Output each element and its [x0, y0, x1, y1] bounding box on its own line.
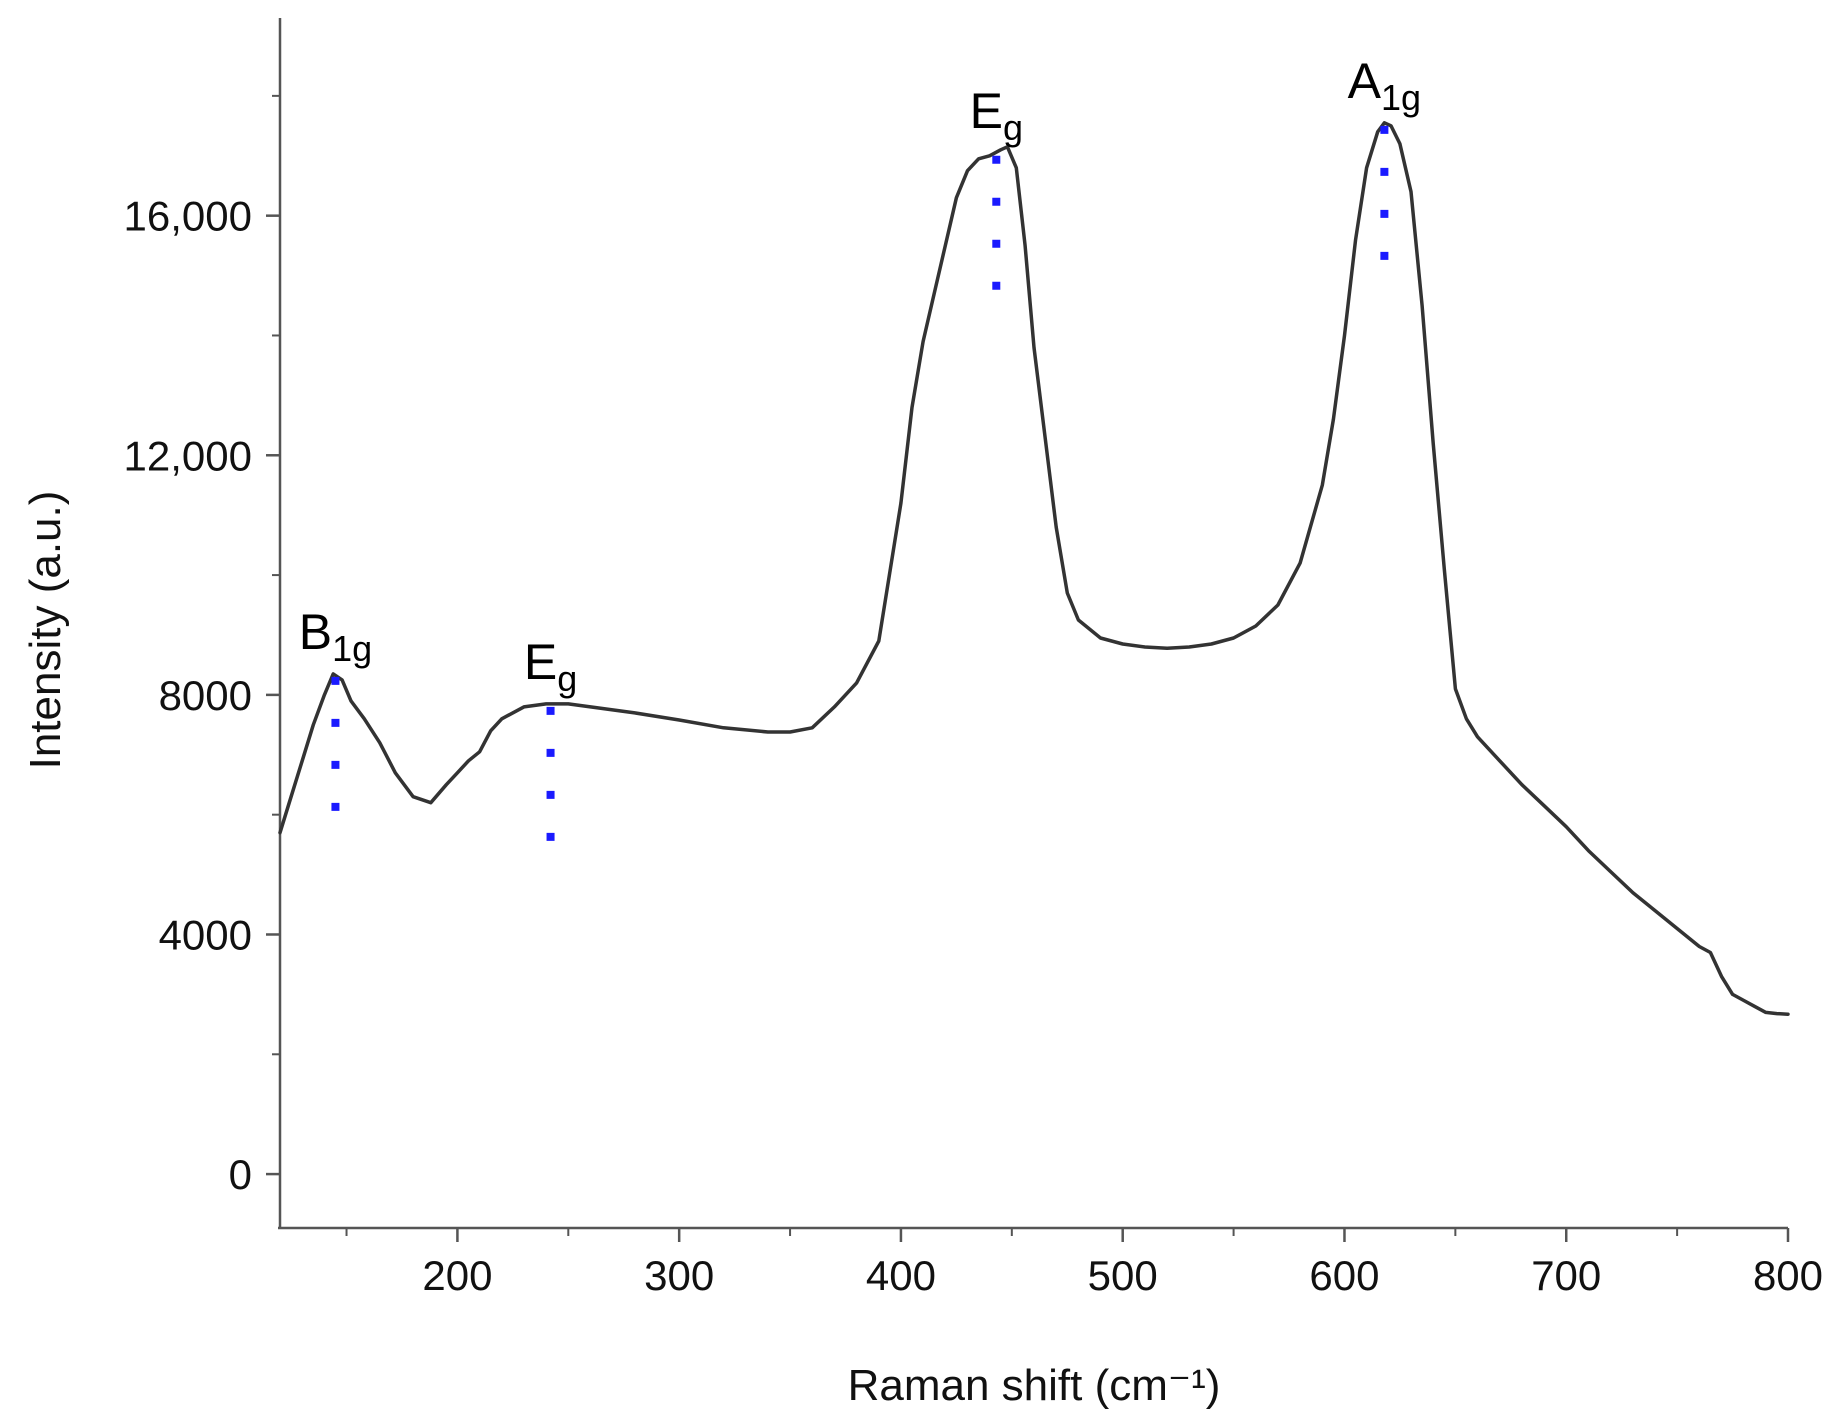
- peak-label-subscript: g: [557, 658, 577, 699]
- y-tick-label: 0: [229, 1151, 252, 1198]
- spectrum-line: [278, 121, 1790, 1016]
- x-tick-label: 700: [1531, 1252, 1601, 1299]
- x-tick-label: 500: [1088, 1252, 1158, 1299]
- peak-label-base: B: [299, 604, 332, 660]
- peak-label-subscript: g: [1003, 107, 1023, 148]
- x-tick-label: 600: [1309, 1252, 1379, 1299]
- x-tick-label: 400: [866, 1252, 936, 1299]
- peak-label-subscript: 1g: [1381, 77, 1421, 118]
- tick-labels: 200 300 400 500 600 700 80004000800012,00016,0…: [124, 193, 1824, 1299]
- y-tick-label: 16,000: [124, 193, 252, 240]
- axes: [278, 18, 1788, 1230]
- peak-markers: [331, 125, 1389, 854]
- peak-label-base: E: [524, 634, 557, 690]
- peak-label: A1g: [1348, 53, 1421, 118]
- y-tick-label: 4000: [159, 911, 252, 958]
- y-tick-label: 12,000: [124, 432, 252, 479]
- peak-label-base: E: [970, 83, 1003, 139]
- x-tick-label: 200: [422, 1252, 492, 1299]
- x-tick-label: 300: [644, 1252, 714, 1299]
- peak-label: Eg: [524, 634, 577, 699]
- peak-label-base: A: [1348, 53, 1382, 109]
- ticks: [266, 94, 1790, 1242]
- peak-label-subscript: 1g: [332, 628, 372, 669]
- y-tick-label: 8000: [159, 672, 252, 719]
- peak-label: Eg: [970, 83, 1023, 148]
- peak-label: B1g: [299, 604, 372, 669]
- y-axis-title: Intensity (a.u.): [21, 491, 70, 770]
- x-axis-title: Raman shift (cm⁻¹): [848, 1361, 1221, 1410]
- x-tick-label: 800: [1753, 1252, 1823, 1299]
